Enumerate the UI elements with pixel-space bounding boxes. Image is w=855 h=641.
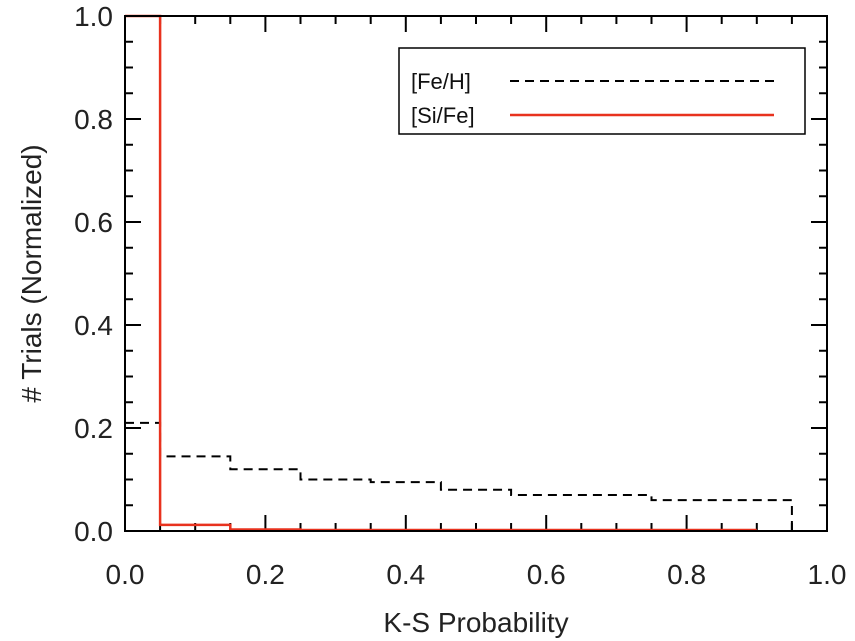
- legend: [Fe/H] [Si/Fe]: [398, 47, 806, 135]
- x-tick-label: 0.2: [246, 559, 285, 590]
- legend-box: [398, 47, 806, 135]
- y-tick-label: 0.2: [74, 413, 113, 444]
- series-line-si-fe: [125, 14, 757, 532]
- y-axis-label: # Trials (Normalized): [16, 144, 47, 402]
- y-tick-label: 0.4: [74, 310, 113, 341]
- legend-label-si-fe: [Si/Fe]: [411, 103, 475, 128]
- y-tick-label: 0.0: [74, 516, 113, 547]
- x-tick-label: 1.0: [808, 559, 847, 590]
- series-line-fe-h: [125, 421, 793, 531]
- series-layer: [125, 14, 793, 532]
- y-tick-label: 1.0: [74, 1, 113, 32]
- y-tick-labels: 0.0 0.2 0.4 0.6 0.8 1.0: [74, 1, 113, 547]
- y-tick-label: 0.6: [74, 207, 113, 238]
- x-tick-label: 0.4: [386, 559, 425, 590]
- x-tick-label: 0.8: [667, 559, 706, 590]
- y-tick-label: 0.8: [74, 104, 113, 135]
- plot-area-frame: [124, 15, 828, 532]
- x-tick-label: 0.6: [527, 559, 566, 590]
- x-axis-label: K-S Probability: [383, 607, 568, 638]
- x-tick-labels: 0.0 0.2 0.4 0.6 0.8 1.0: [106, 559, 847, 590]
- legend-label-fe-h: [Fe/H]: [411, 69, 471, 94]
- x-tick-label: 0.0: [106, 559, 145, 590]
